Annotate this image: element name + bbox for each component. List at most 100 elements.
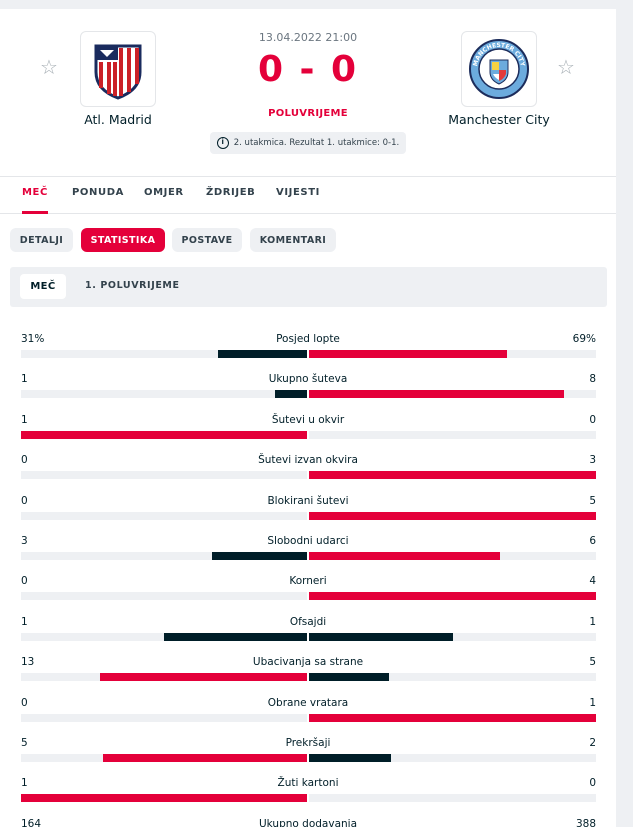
stat-home-bar-track (21, 592, 307, 601)
home-team-name[interactable]: Atl. Madrid (84, 112, 152, 127)
stat-away-value: 1 (589, 615, 596, 628)
stat-row: 3 Slobodni udarci 6 (0, 535, 616, 575)
stat-away-bar-track (309, 350, 596, 358)
stat-name: Obrane vratara (267, 696, 349, 709)
away-team-name[interactable]: Manchester City (448, 112, 550, 127)
favorite-home-star-icon[interactable]: ☆ (40, 55, 58, 79)
stat-away-value: 5 (589, 656, 596, 669)
stat-away-value: 6 (589, 535, 596, 547)
stat-home-bar-track (21, 632, 307, 641)
match-status: POLUVRIJEME (268, 108, 348, 119)
stat-row: 31% Posjed lopte 69% (0, 333, 616, 373)
stat-home-value: 1 (21, 777, 28, 790)
stat-row: 1 Ukupno šuteva 8 (0, 373, 616, 413)
stat-home-value: 1 (21, 615, 28, 628)
stat-name: Ukupno dodavanja (258, 817, 358, 827)
tab-zdrijeb[interactable]: ŽDRIJEB (206, 187, 256, 198)
stat-row: 13 Ubacivanja sa strane 5 (0, 656, 616, 696)
stat-home-bar (21, 430, 307, 439)
info-icon: i (216, 137, 229, 149)
stat-home-bar (103, 754, 307, 762)
subtab-komentari[interactable]: KOMENTARI (250, 228, 336, 252)
period-selector: MEČ 1. POLUVRIJEME (10, 267, 607, 307)
stat-home-value: 0 (21, 575, 28, 588)
stat-away-bar-track (309, 592, 596, 601)
stat-away-bar (309, 592, 596, 601)
atletico-madrid-crest-icon (94, 44, 142, 100)
stat-away-value: 1 (589, 696, 596, 709)
stat-away-bar-track (309, 632, 596, 641)
stat-away-bar-track (309, 713, 596, 722)
stat-name: Slobodni udarci (267, 535, 349, 547)
stat-row: 1 Šutevi u okvir 0 (0, 414, 616, 454)
tab-vijesti[interactable]: VIJESTI (276, 187, 320, 198)
stat-away-bar-track (309, 390, 596, 399)
active-tab-indicator (22, 211, 48, 214)
stat-away-bar (309, 390, 564, 399)
stat-away-bar (309, 632, 453, 641)
stat-away-bar (309, 511, 596, 520)
period-mec[interactable]: MEČ (20, 274, 66, 299)
stat-home-value: 13 (21, 656, 35, 669)
stat-name: Korneri (289, 575, 327, 588)
stat-row: 0 Korneri 4 (0, 575, 616, 615)
stat-away-value: 5 (589, 494, 596, 507)
stat-away-bar-track (309, 673, 596, 682)
stat-home-bar-track (21, 390, 307, 399)
stat-home-value: 1 (21, 373, 28, 386)
stat-away-value: 2 (589, 737, 596, 749)
away-team-logo[interactable]: MANCHESTER CITY (461, 31, 537, 107)
manchester-city-crest-icon: MANCHESTER CITY (469, 39, 529, 99)
stat-away-value: 0 (589, 777, 596, 790)
subtab-postave[interactable]: POSTAVE (172, 228, 242, 252)
tab-omjer[interactable]: OMJER (144, 187, 184, 198)
stat-home-bar-track (21, 350, 307, 358)
stat-home-bar (275, 390, 307, 399)
stat-home-bar (218, 350, 307, 358)
stat-away-value: 0 (589, 413, 596, 426)
main-nav: MEČ PONUDA OMJER ŽDRIJEB VIJESTI (0, 178, 616, 214)
stat-name: Ubacivanja sa strane (252, 656, 364, 669)
stat-away-bar-track (309, 471, 596, 480)
stat-away-bar (309, 673, 389, 682)
stat-home-value: 0 (21, 494, 28, 507)
stat-away-value: 4 (589, 575, 596, 588)
match-datetime: 13.04.2022 21:00 (258, 31, 358, 44)
stat-away-bar (309, 754, 391, 762)
match-header: ☆ Atl. Madrid 13.04.2022 21:00 0 - 0 POL… (0, 9, 616, 177)
stat-home-bar-track (21, 794, 307, 803)
stat-row: 0 Obrane vratara 1 (0, 697, 616, 737)
stat-home-bar-track (21, 430, 307, 439)
stat-away-bar (309, 350, 507, 358)
stat-away-bar (309, 552, 500, 560)
stat-away-bar-track (309, 430, 596, 439)
stat-away-bar-track (309, 511, 596, 520)
stat-name: Ukupno šuteva (268, 373, 348, 386)
subtab-statistika[interactable]: STATISTIKA (81, 228, 165, 252)
tab-ponuda[interactable]: PONUDA (72, 187, 124, 198)
aggregate-note-text: 2. utakmica. Rezultat 1. utakmice: 0-1. (233, 138, 400, 148)
period-first-half[interactable]: 1. POLUVRIJEME (85, 280, 180, 291)
stat-name: Prekršaji (285, 737, 331, 749)
stat-row: 1 Žuti kartoni 0 (0, 777, 616, 817)
aggregate-note: i 2. utakmica. Rezultat 1. utakmice: 0-1… (210, 132, 406, 154)
tab-mec[interactable]: MEČ (22, 187, 48, 198)
favorite-away-star-icon[interactable]: ☆ (557, 55, 575, 79)
stat-away-bar-track (309, 794, 596, 803)
stat-home-bar-track (21, 673, 307, 682)
stat-home-bar (164, 632, 307, 641)
stat-home-bar (21, 794, 307, 803)
stat-name: Žuti kartoni (277, 777, 339, 790)
stat-name: Šutevi u okvir (271, 413, 345, 426)
stat-row: 5 Prekršaji 2 (0, 737, 616, 777)
subtab-detalji[interactable]: DETALJI (10, 228, 73, 252)
stat-home-value: 1 (21, 413, 28, 426)
match-page: ☆ Atl. Madrid 13.04.2022 21:00 0 - 0 POL… (0, 0, 616, 827)
stat-home-bar-track (21, 552, 307, 560)
stat-home-value: 0 (21, 696, 28, 709)
stat-name: Ofsajdi (289, 615, 327, 628)
home-team-logo[interactable] (80, 31, 156, 107)
stat-home-bar (100, 673, 307, 682)
stat-home-value: 3 (21, 535, 28, 547)
match-score: 0 - 0 (257, 49, 359, 90)
